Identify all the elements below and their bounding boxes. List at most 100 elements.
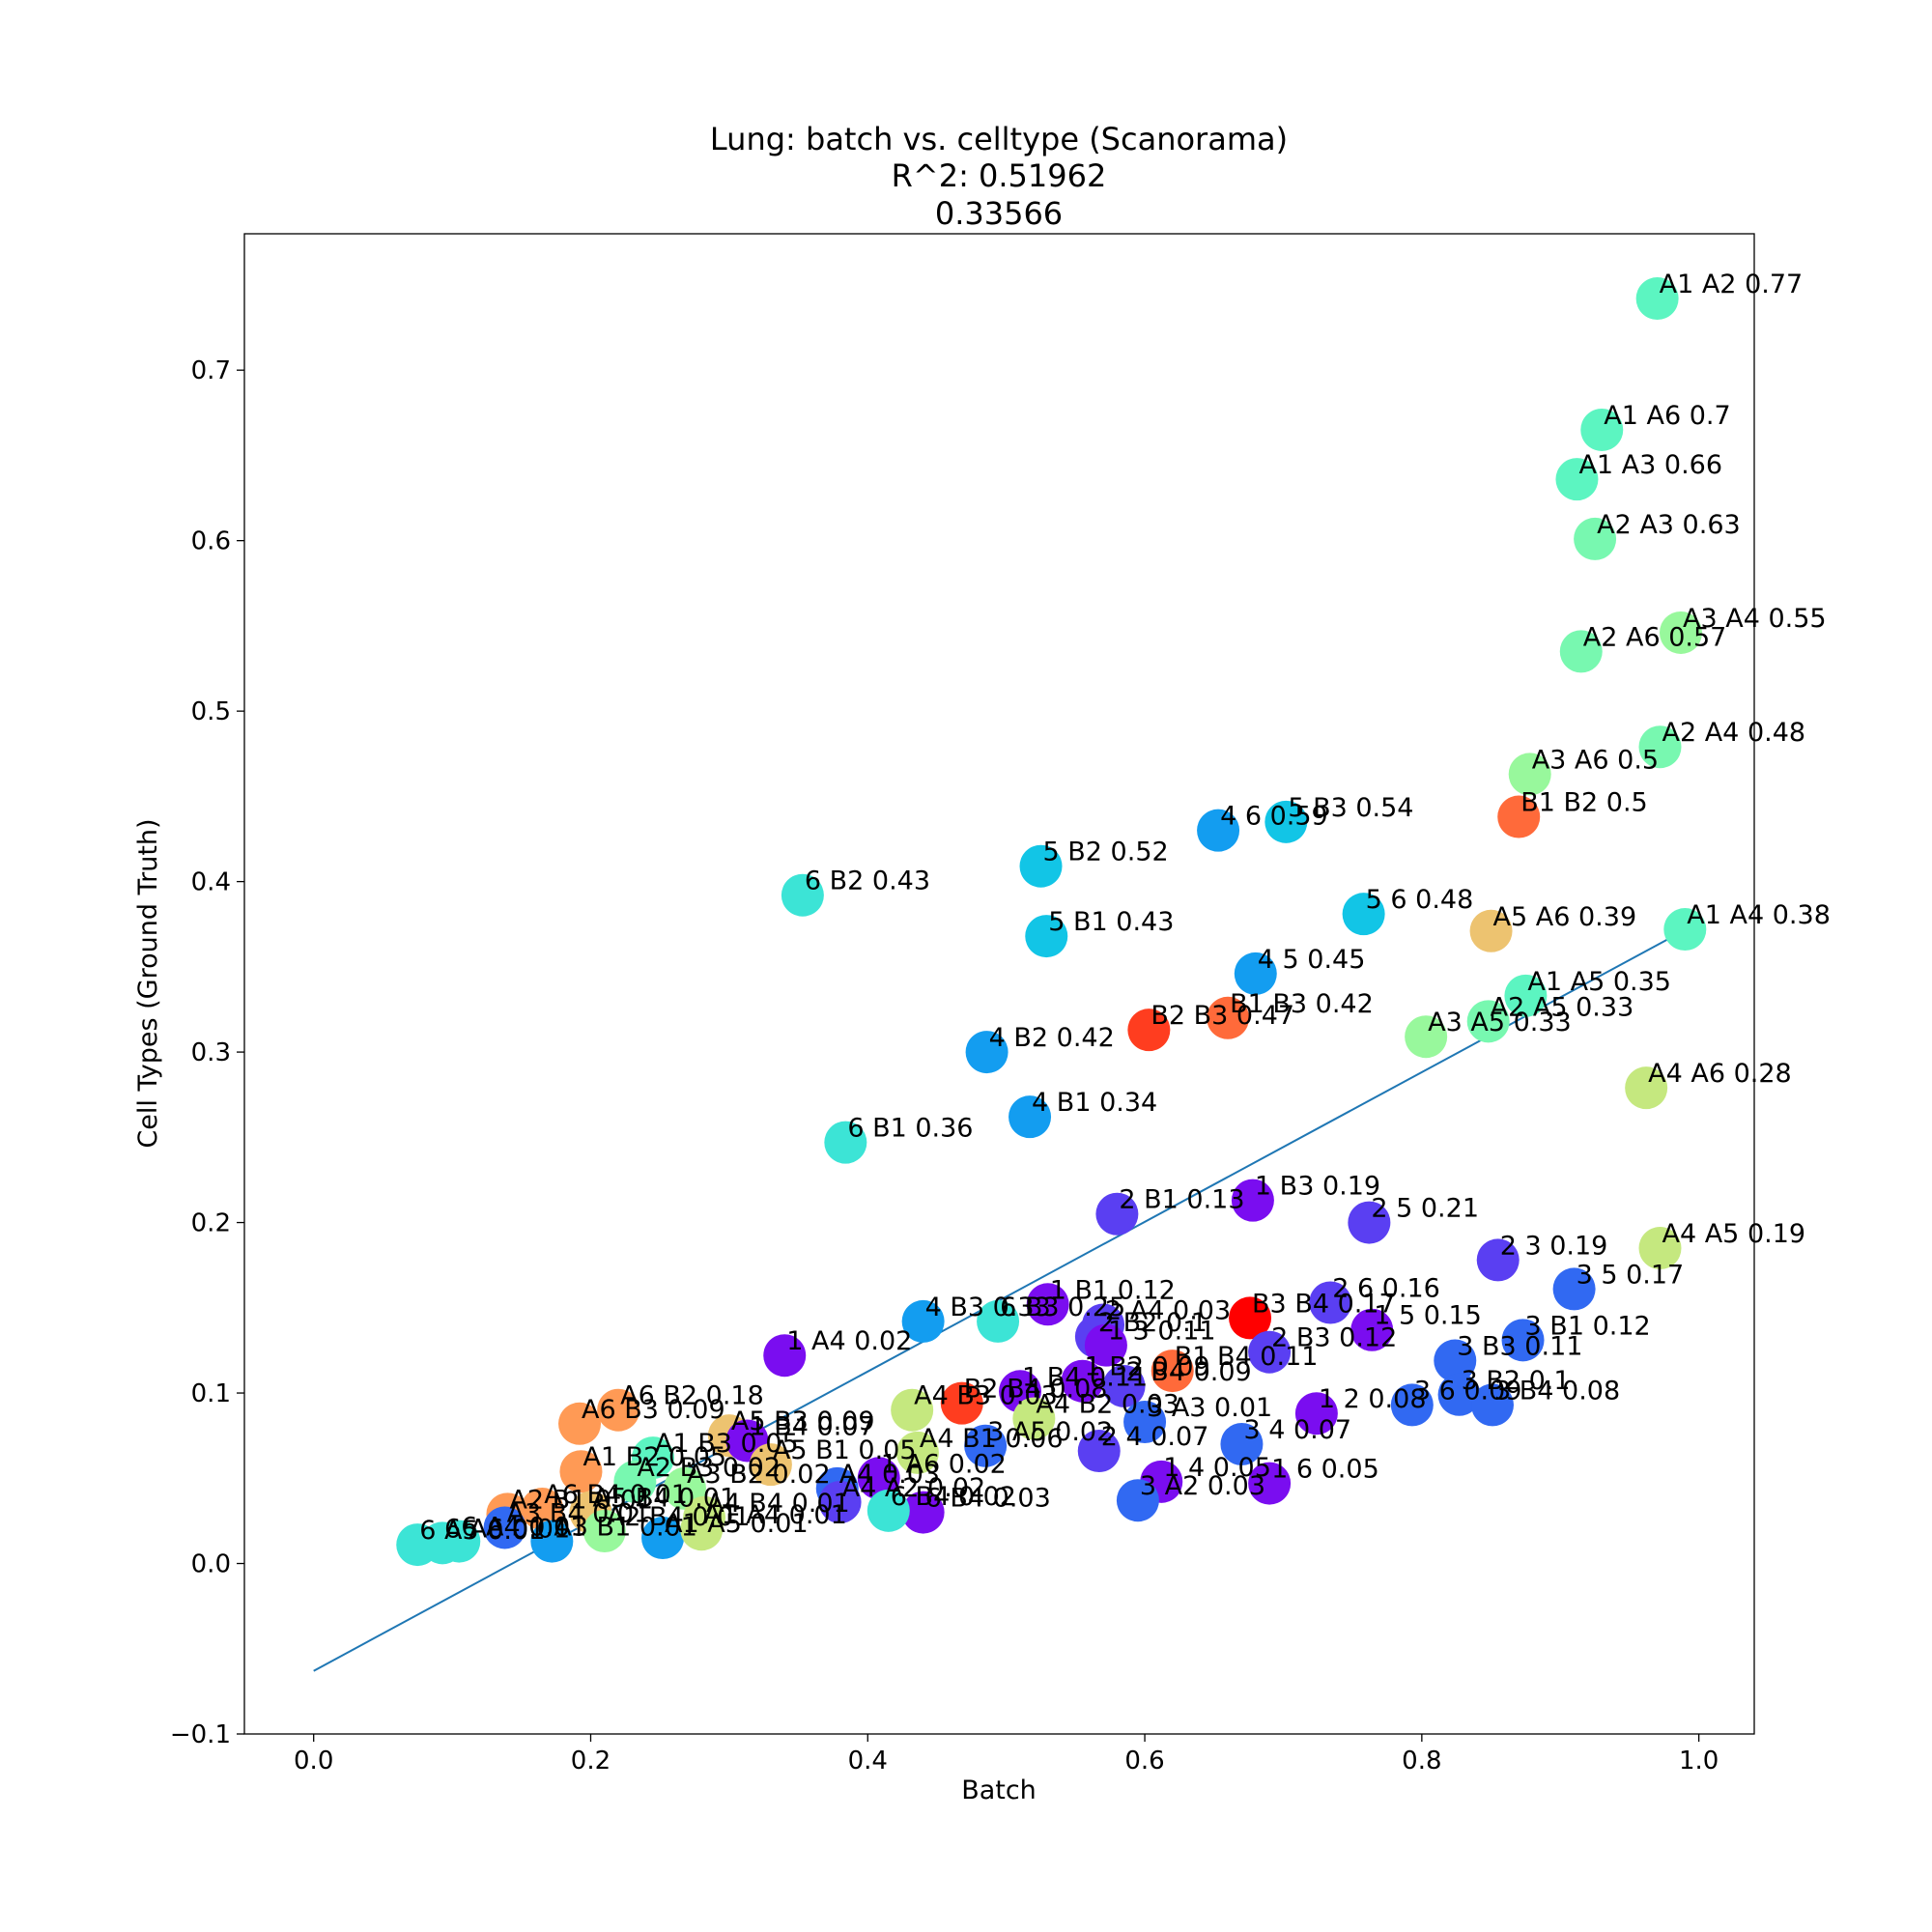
data-point	[582, 1509, 626, 1552]
data-point	[965, 1031, 1009, 1074]
data-point-label: 3 4 0.07	[1243, 1415, 1351, 1445]
data-point	[1555, 458, 1599, 501]
data-point	[1127, 1009, 1171, 1052]
x-tick-label: 1.0	[1679, 1747, 1719, 1776]
data-point-label: A4 B1 0.06	[920, 1424, 1064, 1454]
data-point-label: A4 A5 0.19	[1662, 1219, 1805, 1249]
data-point-label: 2 6 0.16	[1332, 1274, 1440, 1304]
x-tick-label: 0.0	[294, 1747, 333, 1776]
data-point	[895, 1431, 939, 1474]
data-point	[1234, 952, 1277, 995]
data-point	[901, 1299, 945, 1343]
data-point-label: 3 B4 0.08	[1494, 1376, 1620, 1406]
data-point-label: 2 B1 0.13	[1119, 1185, 1244, 1215]
data-point	[1248, 1462, 1292, 1505]
data-point-label: B1 B3 0.42	[1230, 989, 1374, 1019]
x-tick-label: 0.6	[1124, 1747, 1164, 1776]
data-point	[940, 1381, 983, 1425]
data-point-label: A4 A6 0.28	[1648, 1059, 1792, 1089]
data-point	[1625, 1066, 1668, 1110]
data-point	[1469, 909, 1513, 952]
y-tick-label: 0.4	[191, 868, 231, 897]
chart-title-line-2: R^2: 0.51962	[892, 157, 1107, 194]
data-point	[1095, 1192, 1139, 1236]
data-point-label: A2 B3 0.02	[637, 1453, 781, 1483]
data-point	[1508, 753, 1551, 796]
y-tick-label: 0.6	[191, 527, 231, 556]
data-point-label: 2 A4 0.03	[1105, 1295, 1231, 1325]
data-point-label: B1 B2 0.5	[1520, 788, 1648, 818]
data-point-label: 1 B4 0.07	[750, 1411, 875, 1441]
data-point	[558, 1402, 602, 1445]
data-point-label: A4 B3 0.03	[914, 1381, 1058, 1411]
data-point	[1405, 1015, 1448, 1059]
data-point	[521, 1488, 564, 1531]
data-point	[1635, 277, 1679, 321]
data-point-label: A1 A4 0.38	[1687, 900, 1831, 930]
data-point-label: A4 B2 0.03	[1036, 1390, 1179, 1420]
data-point-label: 1 4 0.05	[1163, 1453, 1271, 1483]
data-point-label: 2 B2 0.1	[1098, 1308, 1208, 1338]
data-point-label: 6 A5 0.01	[419, 1516, 545, 1546]
data-point-label: A2 A5 0.33	[1491, 992, 1634, 1022]
data-point-label: 6 B2 0.43	[805, 867, 930, 896]
data-point-label: A5 B3 0.09	[731, 1406, 875, 1436]
data-point-label: 6 B1 0.36	[847, 1114, 973, 1144]
data-point	[396, 1523, 440, 1567]
data-point-label: 1 B4 0.11	[1022, 1362, 1148, 1392]
data-point	[1009, 1095, 1052, 1139]
data-point	[1197, 809, 1240, 852]
data-point	[1084, 1323, 1127, 1367]
data-point-label: 2 3 0.19	[1500, 1231, 1608, 1261]
data-point	[1501, 1319, 1545, 1362]
data-point-label: A6 B2 0.18	[620, 1381, 764, 1411]
chart-title-line-3: 0.33566	[935, 195, 1063, 232]
data-point	[1552, 1267, 1596, 1311]
data-point	[781, 873, 824, 917]
data-point-label: A3 A6 0.5	[1532, 745, 1659, 775]
data-point	[1342, 893, 1385, 936]
data-point-label: 4 6 0.59	[1220, 802, 1328, 832]
data-point-label: A4 A2 0.02	[842, 1473, 986, 1503]
x-tick-label: 0.2	[571, 1747, 611, 1776]
data-point-label: A2 A6 0.57	[1583, 622, 1727, 652]
data-point-label: 3 B1 0.12	[1525, 1311, 1651, 1341]
data-point	[1580, 408, 1624, 451]
y-tick-label: 0.5	[191, 697, 231, 726]
data-point	[483, 1506, 526, 1549]
data-point-label: 5 B3 0.54	[1288, 793, 1413, 823]
data-point	[1574, 517, 1617, 560]
data-point-label: 1 B1 0.12	[1050, 1275, 1176, 1305]
data-point-label: 4 B2 0.42	[989, 1023, 1115, 1053]
data-point	[559, 1450, 603, 1493]
data-point	[1123, 1401, 1167, 1444]
y-axis-ticks: −0.1 0.0 0.1 0.2 0.3 0.4 0.5 0.6 0.7	[170, 356, 244, 1749]
data-point-label: A1 A3 0.66	[1578, 450, 1722, 480]
data-point	[597, 1388, 640, 1432]
data-point-label: 6 B3 0.25	[1000, 1293, 1125, 1322]
data-point	[1470, 1383, 1514, 1427]
data-point-label: 2 B3 0.12	[1271, 1323, 1397, 1353]
data-point	[1012, 1397, 1056, 1440]
data-point-label: 6 B4 0.02	[891, 1482, 1016, 1512]
data-point-label: A5 B4 0.01	[592, 1484, 736, 1514]
data-point-label: 5 B1 0.43	[1048, 907, 1174, 937]
data-point-label: 3 A3 0.01	[1147, 1393, 1272, 1423]
data-point-label: 1 A6 0.02	[881, 1449, 1007, 1479]
y-tick-label: 0.0	[191, 1550, 231, 1579]
data-point-label: A1 A6 0.7	[1604, 401, 1730, 431]
data-point	[1309, 1281, 1352, 1324]
data-point-label: A5 B1 0.05	[773, 1435, 917, 1465]
data-point-label: 2 5 0.21	[1371, 1194, 1479, 1224]
data-point-label: A3 B4 0.01	[507, 1498, 651, 1528]
data-point-label: 3 5 0.17	[1577, 1260, 1685, 1290]
data-point-label: 4 5 0.45	[1258, 945, 1366, 975]
data-point-label: 2 B4 0.09	[1126, 1357, 1252, 1387]
data-point	[1663, 908, 1707, 952]
data-point-label: A1 B3 0.05	[655, 1429, 799, 1459]
data-point-label: A1 B2 0.05	[582, 1442, 726, 1472]
data-point	[977, 1299, 1020, 1343]
data-point-label: A2 A3 0.63	[1597, 510, 1741, 540]
data-point	[613, 1460, 657, 1503]
